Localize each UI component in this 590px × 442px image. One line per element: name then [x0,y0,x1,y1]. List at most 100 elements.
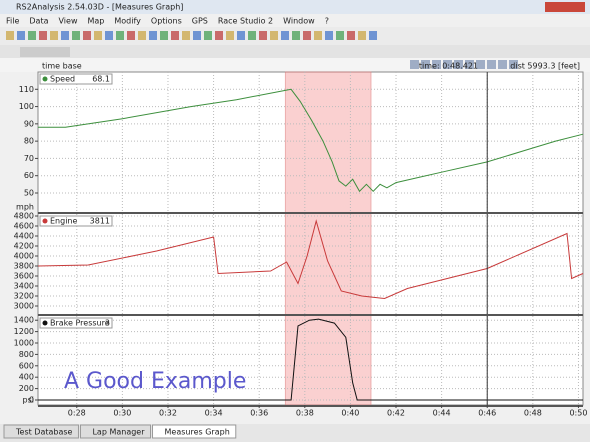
toolbar-icon[interactable] [314,31,322,40]
toolbar-icon[interactable] [160,31,168,40]
toolbar-icon[interactable] [72,31,80,40]
legend-reading: 3811 [90,217,110,226]
annotation: A Good Example [64,369,246,394]
toolbar-icon[interactable] [28,31,36,40]
toolbar-icon[interactable] [336,31,344,40]
y-tick-label: 90 [24,119,34,128]
menu-item[interactable]: Map [87,17,104,26]
graph-tool-icon[interactable] [498,60,507,69]
cursor-time: time: 0:48.421 [419,62,478,71]
toolbar-icon[interactable] [237,31,245,40]
y-tick-label: 50 [24,188,34,197]
bottom-tab-label[interactable]: Test Database [15,428,73,437]
cursor-dist: dist 5993.3 [feet] [510,62,580,71]
menu-item[interactable]: File [6,17,19,26]
menu-item[interactable]: Data [29,17,48,26]
y-tick-label: 110 [19,85,34,94]
graph-tool-icon[interactable] [476,60,485,69]
legend-dot [42,76,48,82]
graph-tool-icon[interactable] [410,60,419,69]
bottom-tab[interactable] [152,424,237,439]
toolbar-icon[interactable] [215,31,223,40]
y-tick-label: 200 [19,384,34,393]
y-tick-label: 400 [19,373,34,382]
bottom-tab-label[interactable]: Lap Manager [92,428,145,437]
toolbar-icon[interactable] [149,31,157,40]
series-line [38,88,584,193]
y-tick-label: 3600 [14,272,34,281]
toolbar-icon[interactable] [182,31,190,40]
graph-tool-icon[interactable] [432,60,441,69]
y-tick-label: 3200 [14,292,34,301]
graph-tool-icon[interactable] [443,60,452,69]
toolbar-icon[interactable] [127,31,135,40]
close-button[interactable] [545,2,585,12]
toolbar-icon[interactable] [83,31,91,40]
menu-item[interactable]: Race Studio 2 [218,17,273,26]
menu-item[interactable]: ? [325,17,329,26]
x-tick-label: 0:38 [296,409,314,418]
y-tick-label: 80 [24,137,34,146]
toolbar-icon[interactable] [138,31,146,40]
y-tick-label: 800 [19,350,34,359]
y-tick-label: 4200 [14,242,34,251]
y-tick-label: 600 [19,361,34,370]
legend-name: Speed [50,75,75,84]
x-tick-label: 0:50 [569,409,587,418]
x-tick-label: 0:30 [113,409,131,418]
toolbar-icon[interactable] [94,31,102,40]
tab-strip [0,45,590,58]
x-tick-label: 0:34 [205,409,223,418]
toolbar-icon[interactable] [105,31,113,40]
y-tick-label: 4600 [14,222,34,231]
graph-tool-icon[interactable] [487,60,496,69]
menu-item[interactable]: Modify [114,17,141,26]
toolbar-icon[interactable] [50,31,58,40]
toolbar-icon[interactable] [270,31,278,40]
toolbar-icon[interactable] [248,31,256,40]
menu-item[interactable]: View [59,17,78,26]
toolbar-icon[interactable] [39,31,47,40]
document-tab[interactable] [20,47,70,57]
toolbar-icon[interactable] [226,31,234,40]
series-line [38,318,583,401]
legend-box [39,73,113,85]
graph-tool-icon[interactable] [454,60,463,69]
graph-tool-icon[interactable] [421,60,430,69]
graph-tool-icon[interactable] [465,60,474,69]
toolbar-icon[interactable] [61,31,69,40]
bottom-tab[interactable] [79,424,152,439]
x-tick-label: 0:44 [433,409,451,418]
y-tick-label: 4400 [14,232,34,241]
toolbar-icon[interactable] [6,31,14,40]
toolbar-icon[interactable] [347,31,355,40]
title-bar [0,0,590,14]
toolbar-icon[interactable] [116,31,124,40]
toolbar-icon[interactable] [292,31,300,40]
y-tick-label: 60 [24,171,34,180]
y-tick-label: 3000 [14,302,34,311]
toolbar-icon[interactable] [204,31,212,40]
toolbar-icon[interactable] [259,31,267,40]
legend-reading: 3 [105,319,110,328]
legend-dot [42,218,48,224]
y-tick-label: 70 [24,154,34,163]
toolbar-icon[interactable] [281,31,289,40]
menu-item[interactable]: Window [283,17,315,26]
toolbar-icon[interactable] [369,31,377,40]
menu-item[interactable]: Options [151,17,182,26]
toolbar-icon[interactable] [303,31,311,40]
toolbar-icon[interactable] [358,31,366,40]
unit-label: mph [16,203,34,212]
toolbar-icon[interactable] [17,31,25,40]
toolbar-icon[interactable] [193,31,201,40]
toolbar-icon[interactable] [171,31,179,40]
legend-name: Brake Pressure [50,319,110,328]
menu-item[interactable]: GPS [192,17,208,26]
bottom-tab-label[interactable]: Measures Graph [165,428,230,437]
bottom-tab[interactable] [3,424,79,439]
graph-tool-icon[interactable] [509,60,518,69]
legend-dot [42,320,48,326]
toolbar-icon[interactable] [325,31,333,40]
y-tick-label: 0 [29,395,34,404]
